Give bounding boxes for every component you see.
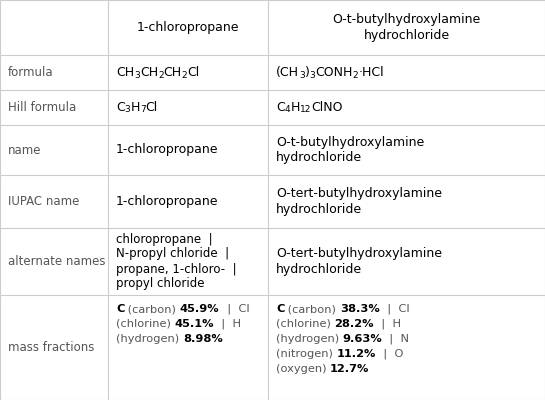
Text: C: C: [116, 304, 124, 314]
Text: formula: formula: [8, 66, 53, 79]
Text: Hill formula: Hill formula: [8, 101, 76, 114]
Text: |  N: | N: [383, 334, 409, 344]
Text: (chlorine): (chlorine): [116, 319, 174, 329]
Text: CH: CH: [164, 66, 181, 79]
Text: 2: 2: [158, 70, 164, 80]
Text: |  Cl: | Cl: [380, 304, 409, 314]
Text: 8.98%: 8.98%: [183, 334, 222, 344]
Text: 1-chloropropane: 1-chloropropane: [116, 195, 219, 208]
Text: 11.2%: 11.2%: [336, 349, 376, 359]
Text: |  O: | O: [376, 349, 403, 359]
Text: 9.63%: 9.63%: [343, 334, 383, 344]
Text: (hydrogen): (hydrogen): [116, 334, 183, 344]
Text: 3: 3: [134, 70, 140, 80]
Text: (carbon): (carbon): [124, 304, 180, 314]
Text: 2: 2: [181, 70, 187, 80]
Text: IUPAC name: IUPAC name: [8, 195, 80, 208]
Text: CONH: CONH: [316, 66, 353, 79]
Text: 1-chloropropane: 1-chloropropane: [137, 21, 239, 34]
Text: |  H: | H: [214, 319, 241, 329]
Text: (oxygen): (oxygen): [276, 364, 330, 374]
Text: 1-chloropropane: 1-chloropropane: [116, 144, 219, 156]
Text: 3: 3: [299, 70, 305, 80]
Text: 3: 3: [125, 106, 130, 114]
Text: O-tert-butylhydroxylamine
hydrochloride: O-tert-butylhydroxylamine hydrochloride: [276, 248, 442, 276]
Text: |  H: | H: [374, 319, 401, 329]
Text: ·HCl: ·HCl: [359, 66, 384, 79]
Text: 38.3%: 38.3%: [340, 304, 380, 314]
Text: Cl: Cl: [187, 66, 199, 79]
Text: O-tert-butylhydroxylamine
hydrochloride: O-tert-butylhydroxylamine hydrochloride: [276, 188, 442, 216]
Text: O-t-butylhydroxylamine
hydrochloride: O-t-butylhydroxylamine hydrochloride: [332, 14, 481, 42]
Text: 7: 7: [140, 106, 146, 114]
Text: (hydrogen): (hydrogen): [276, 334, 343, 344]
Text: (chlorine): (chlorine): [276, 319, 335, 329]
Text: name: name: [8, 144, 41, 156]
Text: C: C: [276, 101, 284, 114]
Text: H: H: [290, 101, 300, 114]
Text: chloropropane  |
N-propyl chloride  |
propane, 1-chloro-  |
propyl chloride: chloropropane | N-propyl chloride | prop…: [116, 232, 237, 290]
Text: ): ): [305, 66, 310, 79]
Text: |  Cl: | Cl: [220, 304, 249, 314]
Text: alternate names: alternate names: [8, 255, 106, 268]
Text: CH: CH: [140, 66, 158, 79]
Text: 12.7%: 12.7%: [330, 364, 370, 374]
Text: 45.1%: 45.1%: [174, 319, 214, 329]
Text: H: H: [130, 101, 140, 114]
Text: O-t-butylhydroxylamine
hydrochloride: O-t-butylhydroxylamine hydrochloride: [276, 136, 424, 164]
Text: (CH: (CH: [276, 66, 299, 79]
Text: CH: CH: [116, 66, 134, 79]
Text: 12: 12: [300, 106, 311, 114]
Text: C: C: [116, 101, 125, 114]
Text: C: C: [276, 304, 284, 314]
Text: 3: 3: [310, 70, 316, 80]
Text: 28.2%: 28.2%: [335, 319, 374, 329]
Text: ClNO: ClNO: [311, 101, 343, 114]
Text: (carbon): (carbon): [284, 304, 340, 314]
Text: 2: 2: [353, 70, 359, 80]
Text: 45.9%: 45.9%: [180, 304, 220, 314]
Text: (nitrogen): (nitrogen): [276, 349, 336, 359]
Text: Cl: Cl: [146, 101, 158, 114]
Text: 4: 4: [284, 106, 290, 114]
Text: mass fractions: mass fractions: [8, 341, 94, 354]
